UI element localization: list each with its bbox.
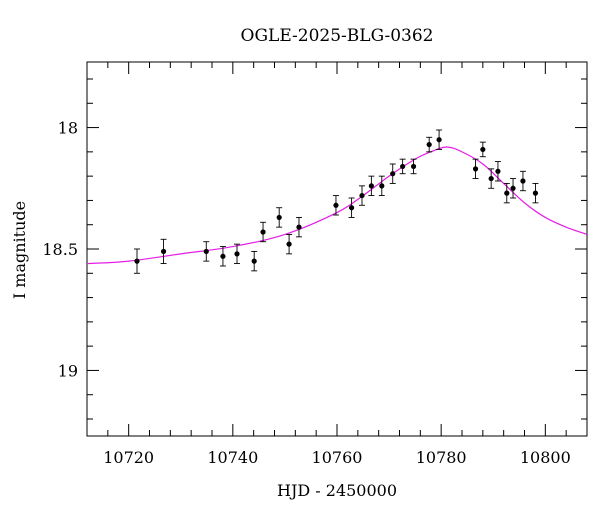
data-point	[234, 251, 240, 257]
data-point	[220, 253, 226, 259]
data-point	[203, 248, 209, 255]
x-tick-label: 10800	[520, 448, 571, 467]
data-point	[504, 190, 510, 196]
x-tick-label: 10780	[416, 448, 467, 467]
x-tick-label: 10720	[103, 448, 154, 467]
data-point	[390, 171, 396, 177]
plot-frame	[86, 61, 588, 437]
x-tick-label: 10760	[312, 448, 363, 467]
data-point	[426, 141, 432, 148]
data-point	[160, 248, 167, 255]
data-point	[296, 224, 302, 230]
data-point	[436, 137, 442, 143]
y-axis-label: I magnitude	[10, 201, 29, 299]
data-point	[520, 178, 526, 184]
data-point	[495, 168, 501, 174]
plot-area: 10720 10740 10760 10780 10800 18 18.5 19	[42, 61, 588, 467]
data-point	[276, 214, 282, 221]
x-tick-label: 10740	[207, 448, 258, 467]
data-point	[348, 205, 355, 211]
data-point	[260, 229, 266, 235]
data-point	[368, 183, 374, 189]
y-tick-label: 19	[58, 361, 78, 380]
data-point	[333, 202, 339, 208]
data-point	[400, 163, 406, 170]
data-point	[472, 166, 479, 172]
data-point	[480, 146, 486, 153]
data-point	[488, 175, 494, 182]
data-point	[359, 192, 365, 199]
y-tick-label: 18.5	[42, 240, 78, 259]
data-point	[532, 190, 539, 196]
chart-title: OGLE-2025-BLG-0362	[241, 26, 434, 46]
model-curve	[87, 146, 587, 265]
data-point	[251, 258, 257, 264]
y-tick-label: 18	[58, 119, 78, 138]
data-point	[510, 185, 516, 191]
data-point	[410, 163, 417, 170]
data-point	[286, 241, 292, 247]
data-point	[379, 183, 385, 189]
x-axis-label: HJD - 2450000	[277, 481, 397, 500]
data-point	[134, 258, 140, 264]
